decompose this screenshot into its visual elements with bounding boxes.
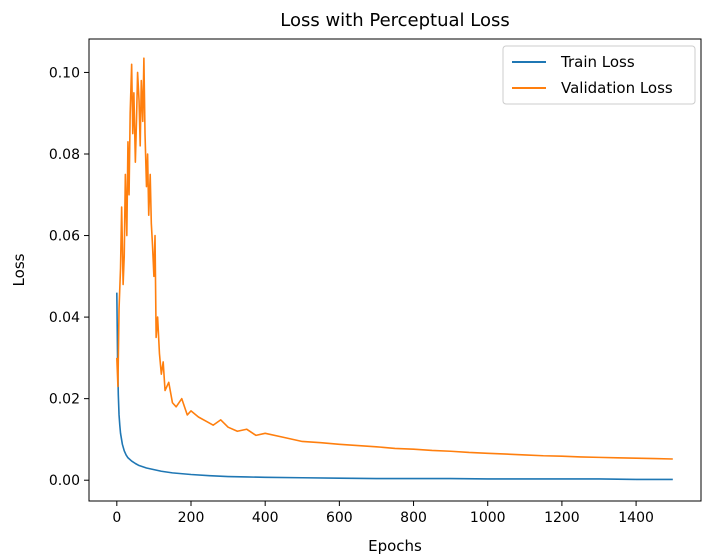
- y-tick-label: 0.10: [49, 65, 80, 81]
- x-tick-label: 1200: [544, 510, 580, 526]
- chart-title: Loss with Perceptual Loss: [280, 10, 510, 31]
- series-line-train-loss: [116, 292, 673, 481]
- plot-area: [88, 38, 702, 502]
- y-tick-label: 0.04: [49, 310, 80, 326]
- legend: Train Loss Validation Loss: [502, 45, 696, 105]
- x-tick-label: 400: [252, 510, 279, 526]
- y-axis-label: Loss: [10, 253, 28, 286]
- y-tick-label: 0.08: [49, 147, 80, 163]
- y-axis: 0.00 0.02 0.04 0.06 0.08 0.10: [49, 65, 89, 489]
- x-tick-label: 0: [112, 510, 121, 526]
- x-tick-label: 200: [178, 510, 205, 526]
- legend-label-train-loss: Train Loss: [560, 53, 635, 71]
- series-line-validation-loss: [116, 57, 673, 460]
- x-axis-label: Epochs: [368, 537, 422, 555]
- x-tick-label: 1400: [618, 510, 654, 526]
- x-axis: 0 200 400 600 800 1000 1200 1400: [112, 501, 654, 526]
- legend-label-validation-loss: Validation Loss: [561, 79, 673, 97]
- x-tick-label: 800: [400, 510, 427, 526]
- x-tick-label: 600: [326, 510, 353, 526]
- y-tick-label: 0.00: [49, 473, 80, 489]
- y-tick-label: 0.06: [49, 229, 80, 245]
- legend-box: [502, 45, 696, 105]
- y-tick-label: 0.02: [49, 392, 80, 408]
- plot-frame: [88, 38, 702, 502]
- series-layer: [116, 57, 673, 481]
- x-tick-label: 1000: [470, 510, 506, 526]
